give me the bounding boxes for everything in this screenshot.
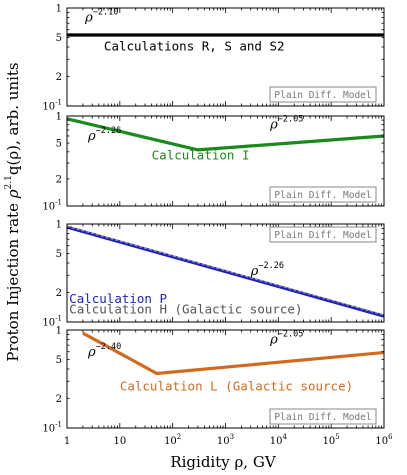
- y-tick-label: 10-1: [42, 315, 62, 329]
- model-box: [269, 226, 377, 243]
- power-law-annotation: ρ−2.26: [250, 261, 284, 279]
- y-tick-label: 2: [56, 72, 62, 83]
- x-axis-label: Rigidity ρ, GV: [170, 453, 276, 471]
- y-tick-label: 1: [56, 220, 62, 231]
- y-tick-label: 1: [56, 112, 62, 123]
- x-tick-label: 102: [164, 433, 181, 447]
- series-label: Calculation I: [152, 147, 250, 162]
- y-tick-label: 10-1: [42, 99, 62, 113]
- series-label: Calculation H (Galactic source): [69, 302, 302, 317]
- panel-2: 1 5 2 10-1 Plain Diff. Model ρ−2.26 ρ−2.05 Calc…: [42, 112, 385, 213]
- panel-4: 1 5 2 10-1 Plain Diff. Model ρ−2.40 ρ−2.05 Calc…: [42, 326, 385, 435]
- series-label: Calculation P: [69, 291, 167, 306]
- chart-panels: 1 5 2 10-1 Plain Diff. Model ρ−2.10 Calculatio…: [42, 4, 393, 448]
- model-box: [269, 186, 377, 203]
- x-tick-label: 106: [375, 433, 393, 447]
- model-box-label: Plain Diff. Model: [274, 190, 371, 201]
- series-line-2-1: [66, 117, 385, 152]
- model-box-label: Plain Diff. Model: [274, 412, 371, 423]
- y-axis-label: Proton Injection rate ρ2.1q(ρ), arb. uni…: [4, 62, 22, 361]
- model-box-label: Plain Diff. Model: [274, 90, 371, 101]
- y-tick-label: 2: [56, 288, 62, 299]
- model-box: [269, 408, 377, 425]
- y-tick-label: 5: [56, 249, 62, 260]
- x-tick-label: 10: [113, 436, 126, 447]
- power-law-annotation: ρ−2.40: [87, 342, 121, 360]
- y-tick-label: 1: [56, 326, 62, 337]
- power-law-annotation: ρ−2.05: [269, 329, 303, 347]
- power-law-annotation: ρ−2.10: [84, 7, 118, 25]
- series-label: Calculations R, S and S2: [104, 38, 285, 53]
- panel-1: 1 5 2 10-1 Plain Diff. Model ρ−2.10 Calculatio…: [42, 4, 385, 113]
- power-law-annotation: ρ−2.26: [87, 126, 121, 144]
- y-tick-label: 10-1: [42, 421, 62, 435]
- series-line-3-1: [66, 225, 385, 318]
- y-tick-label: 5: [56, 33, 62, 44]
- x-tick-label: 1: [64, 436, 70, 447]
- series-line-4-1: [82, 331, 385, 376]
- x-tick-label: 104: [270, 433, 288, 447]
- y-tick-label: 2: [56, 174, 62, 185]
- model-box: [269, 86, 377, 103]
- series-label: Calculation L (Galactic source): [120, 379, 353, 394]
- panel-3: 1 5 2 10-1 Plain Diff. Model ρ−2.26 Calculatio…: [42, 220, 385, 329]
- y-tick-label: 2: [56, 394, 62, 405]
- model-box-label: Plain Diff. Model: [274, 230, 371, 241]
- y-tick-label: 5: [56, 355, 62, 366]
- y-tick-label: 10-1: [42, 199, 62, 213]
- y-tick-label: 5: [56, 139, 62, 150]
- power-law-annotation: ρ−2.05: [269, 114, 303, 132]
- x-tick-label: 103: [217, 433, 234, 447]
- x-tick-label: 105: [323, 433, 340, 447]
- y-tick-label: 1: [56, 4, 62, 15]
